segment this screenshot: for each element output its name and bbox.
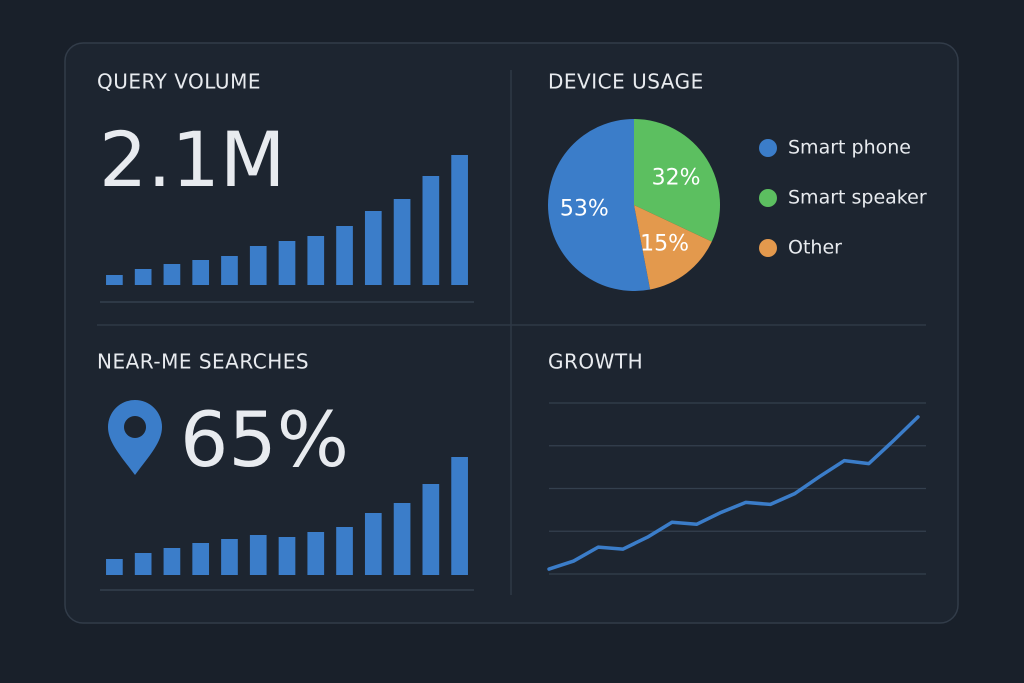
legend-label: Other (788, 237, 842, 259)
kpi-value: 2.1M (99, 115, 285, 204)
slice-label: 32% (652, 165, 701, 190)
card-title: DEVICE USAGE (548, 70, 704, 94)
bar (451, 457, 468, 575)
legend-marker (759, 189, 777, 207)
bar (364, 211, 382, 285)
bar (249, 246, 267, 285)
legend-label: Smart speaker (788, 187, 927, 209)
slice-label: 53% (560, 197, 609, 222)
bar (336, 527, 353, 575)
bar (451, 155, 468, 285)
bar (249, 535, 267, 575)
pie-slice (634, 119, 721, 242)
bar (106, 559, 123, 575)
bar (221, 539, 238, 575)
legend-label: Smart phone (788, 137, 911, 159)
card-title: GROWTH (548, 350, 643, 374)
card-title: QUERY VOLUME (97, 70, 261, 94)
bar (307, 236, 325, 285)
bar (393, 503, 411, 575)
bar (163, 548, 181, 575)
bar (422, 484, 440, 575)
bar (307, 532, 325, 575)
bar (336, 226, 353, 285)
bar (364, 513, 382, 575)
bar (278, 241, 296, 285)
bar (192, 543, 210, 575)
location-pin-icon (108, 400, 162, 475)
bar (422, 176, 440, 285)
legend-marker (759, 139, 777, 157)
slice-label: 15% (640, 231, 689, 256)
bar (134, 269, 152, 285)
line-series (547, 415, 920, 571)
pie-slice (634, 205, 712, 290)
bar (393, 199, 411, 285)
bar (163, 264, 181, 285)
pie-slice (548, 119, 651, 291)
bar (192, 260, 210, 285)
bar (278, 537, 296, 575)
kpi-value: 65% (180, 395, 349, 484)
bar (134, 553, 152, 575)
legend-marker (759, 239, 777, 257)
bar (106, 275, 123, 285)
card-title: NEAR-ME SEARCHES (97, 350, 309, 374)
bar (221, 256, 238, 285)
